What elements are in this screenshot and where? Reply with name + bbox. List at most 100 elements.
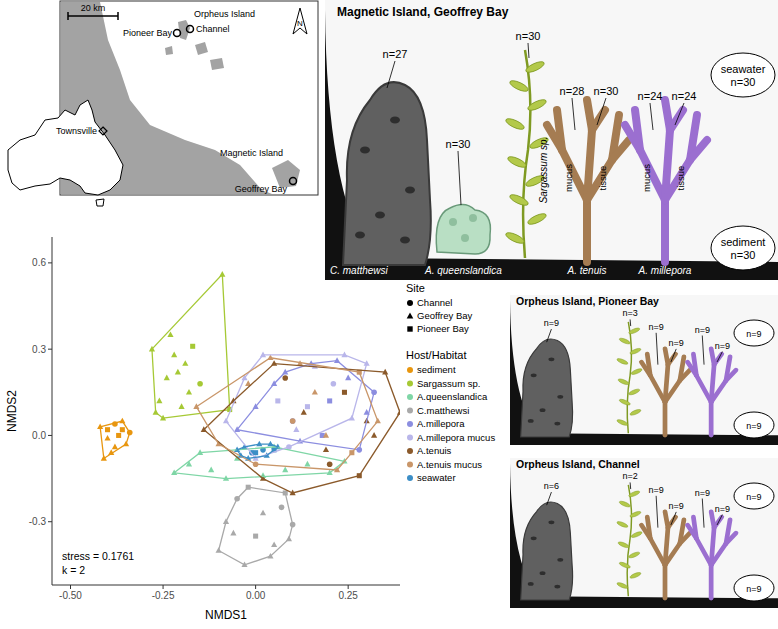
leader-line [547, 329, 552, 342]
host-label: C. matthewsi [330, 265, 389, 276]
point [342, 390, 347, 395]
tick-label: -0.3 [29, 516, 47, 527]
legend-marker [407, 448, 413, 454]
sample-size: n=9 [715, 504, 730, 514]
sample-size: n=24 [672, 90, 697, 102]
coral-branch [687, 525, 696, 538]
point [253, 450, 258, 455]
sample-size: n=9 [715, 341, 730, 351]
legend-marker [407, 475, 413, 481]
annotation: k = 2 [62, 564, 85, 576]
ground [510, 463, 778, 608]
sponge [436, 204, 490, 254]
sediment-label: n=9 [746, 421, 761, 431]
leader-line [717, 515, 722, 525]
water-label: n=9 [746, 492, 761, 502]
leader-line [597, 98, 606, 125]
rock-hole [557, 558, 563, 562]
sample-size: n=30 [594, 85, 619, 97]
tick-label: 0.3 [32, 344, 46, 355]
series [97, 418, 132, 461]
convex-hull [100, 421, 130, 458]
point [120, 427, 125, 432]
sargassum-leaf [630, 531, 642, 539]
coral-branch [641, 362, 650, 375]
coral-branch [665, 381, 680, 402]
point [116, 433, 121, 438]
scale-bar [117, 12, 119, 20]
rock-hole [548, 357, 554, 361]
rock-hole [355, 232, 365, 239]
sargassum-leaf [617, 378, 629, 386]
host-label: A. tenuis [567, 265, 607, 276]
sargassum-leaf [504, 231, 525, 246]
sargassum-leaf [629, 510, 641, 518]
sargassum-leaf [504, 117, 525, 132]
point [197, 381, 203, 387]
tick [48, 262, 52, 263]
axis-title: NMDS1 [205, 608, 247, 622]
sediment-label: n=9 [746, 584, 761, 594]
coral-branch [670, 110, 683, 130]
point [290, 418, 296, 424]
sargassum-leaf [629, 571, 641, 579]
convex-hull [237, 361, 374, 450]
rock-hole [528, 582, 534, 586]
legend-marker [407, 408, 413, 414]
point [293, 426, 299, 432]
figure: 20 kmNOrpheus IslandChannelPioneer BayMa… [0, 0, 778, 629]
townsville-marker [99, 127, 107, 135]
legend-entry: seawater [417, 472, 456, 483]
scene [510, 300, 778, 445]
legend-marker [407, 394, 413, 400]
series [149, 271, 232, 420]
scene [510, 463, 778, 608]
leader-line [656, 333, 658, 365]
legend-marker [407, 300, 413, 306]
sediment-ellipse [734, 575, 774, 601]
coral-branch [709, 565, 714, 598]
tick [255, 585, 256, 589]
ground [325, 10, 778, 280]
scene-title: Magnetic Island, Geoffrey Bay [337, 5, 509, 19]
sargassum-leaf [506, 155, 527, 170]
ground [510, 300, 778, 445]
leader-line [650, 103, 653, 130]
sargassum-leaf [616, 357, 628, 365]
island [195, 42, 208, 55]
coral-branch [726, 370, 736, 381]
sargassum-leaf [619, 337, 631, 345]
coral-branch [587, 160, 612, 200]
scene-background [510, 458, 778, 608]
scale-bar [68, 15, 118, 17]
tick [163, 585, 164, 589]
rock-hole [375, 212, 385, 219]
point [105, 427, 110, 432]
convex-hull [196, 358, 377, 470]
sargassum-leaf [619, 561, 631, 569]
leader-line [671, 349, 676, 362]
leader-line [387, 61, 395, 88]
rock-hole [528, 419, 534, 423]
leader-line [717, 352, 722, 362]
coral-branch [640, 150, 665, 200]
sample-size: n=30 [446, 138, 471, 150]
part-label: tissue [597, 166, 608, 191]
sediment-ellipse [711, 226, 775, 270]
australia [8, 100, 123, 195]
site-marker [174, 30, 181, 37]
host-label: A. millepora [638, 265, 692, 276]
legend-entry: Geoffrey Bay [417, 310, 473, 321]
legend-entry: A.millepora mucus [417, 432, 495, 443]
legend-entry: Sargassum sp. [417, 378, 480, 389]
tick-label: 0.6 [32, 257, 46, 268]
water-ellipse [711, 53, 775, 97]
legend-marker [407, 326, 412, 331]
water-label: seawater [721, 63, 766, 75]
sample-size: n=9 [669, 501, 684, 511]
sargassum-leaf [617, 541, 629, 549]
legend-title: Site [406, 282, 425, 294]
tick-label: 0.25 [338, 590, 358, 601]
coral-branch [663, 402, 668, 435]
sample-size: n=9 [695, 325, 710, 335]
